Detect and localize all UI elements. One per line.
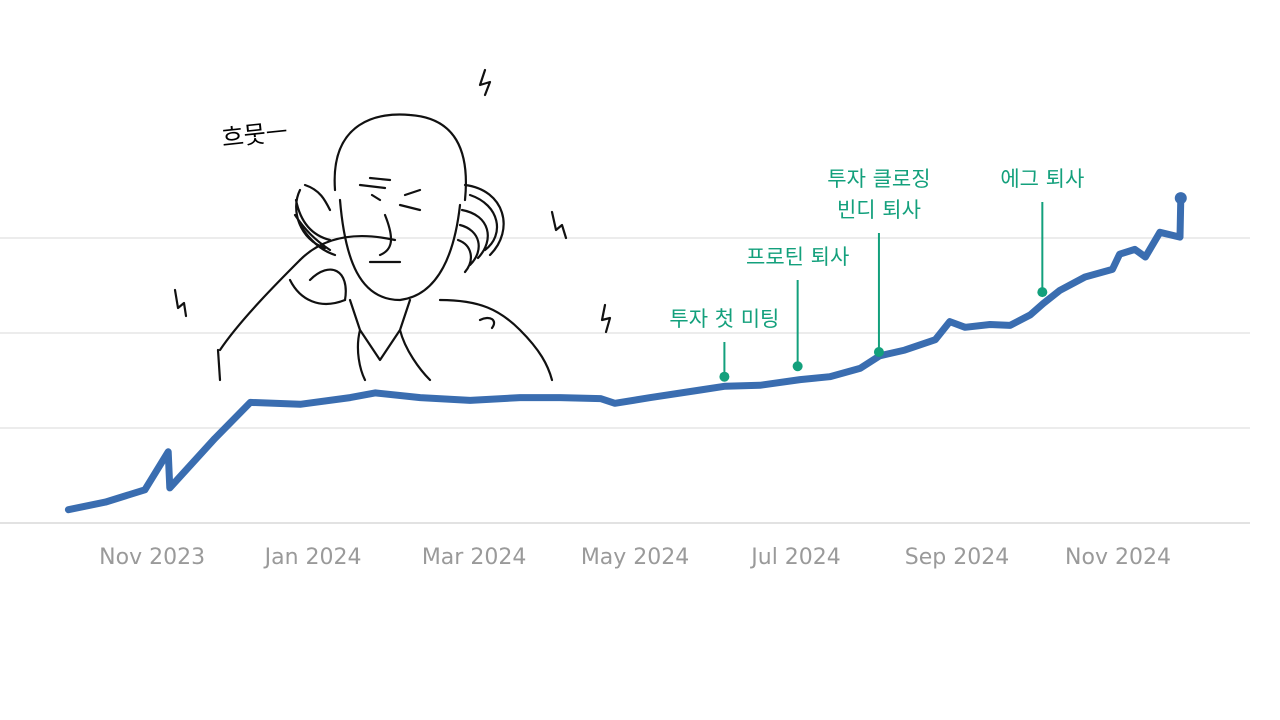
annotation-label: 투자 첫 미팅 [669, 307, 779, 331]
x-tick-label: Jan 2024 [263, 545, 362, 570]
annotation-label: 투자 클로징 [827, 167, 930, 191]
x-tick-label: Jul 2024 [749, 545, 841, 570]
end-point [1174, 192, 1187, 205]
x-tick-label: Mar 2024 [422, 545, 527, 570]
cartoon-illustration: 흐뭇ㅡ [173, 68, 612, 382]
annotation-marker [873, 347, 884, 357]
annotation-marker [792, 361, 803, 372]
data-line [64, 194, 1185, 514]
annotation-marker [719, 371, 730, 382]
annotation-label: 빈디 퇴사 [837, 198, 921, 222]
annotation-marker [1037, 287, 1048, 298]
x-tick-label: Sep 2024 [905, 545, 1009, 570]
annotation-label: 프로틴 퇴사 [746, 245, 849, 269]
x-tick-label: Nov 2024 [1065, 545, 1171, 570]
x-tick-label: May 2024 [581, 545, 689, 570]
x-tick-label: Nov 2023 [99, 545, 205, 570]
annotation-label: 에그 퇴사 [1000, 167, 1084, 191]
doodle-caption: 흐뭇ㅡ [220, 118, 289, 153]
